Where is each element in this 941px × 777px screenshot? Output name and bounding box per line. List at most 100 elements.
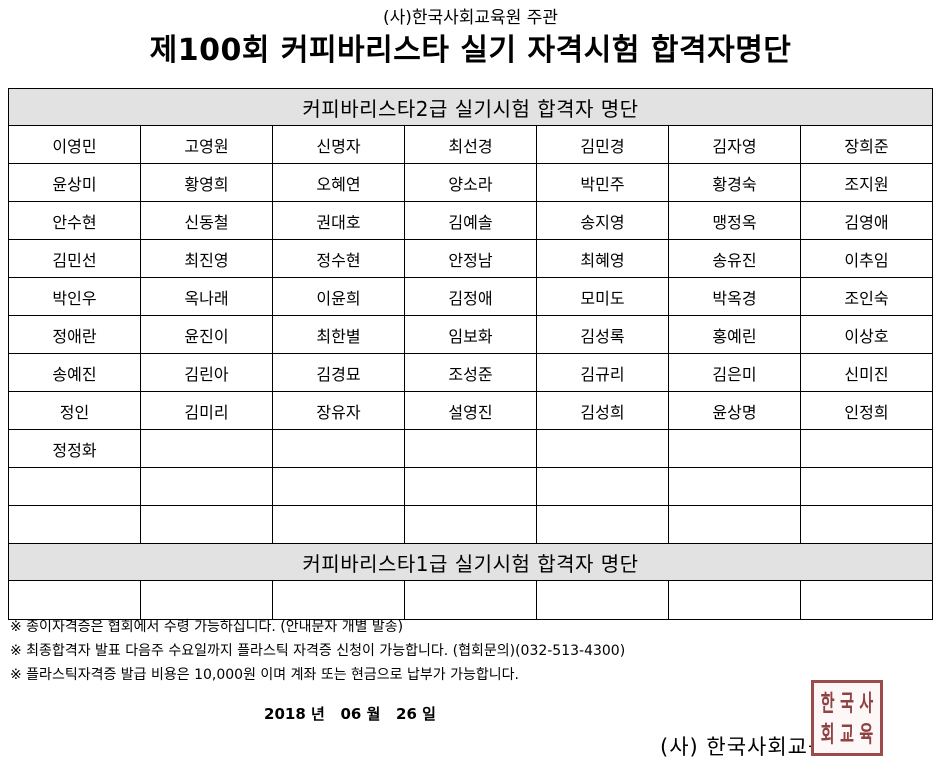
name-cell: 최진영	[140, 239, 273, 278]
name-cell: 옥나래	[140, 277, 273, 316]
table-row-empty	[8, 467, 933, 506]
name-cell-empty	[404, 505, 537, 544]
table-row: 이영민 고영원 신명자 최선경 김민경 김자영 장희준	[8, 125, 933, 164]
name-cell: 정정화	[8, 429, 141, 468]
table-row: 박인우 옥나래 이윤희 김정애 모미도 박옥경 조인숙	[8, 277, 933, 316]
name-cell-empty	[800, 505, 933, 544]
name-cell-empty	[272, 429, 405, 468]
section-header-level1: 커피바리스타1급 실기시험 합격자 명단	[8, 543, 933, 581]
name-cell: 정인	[8, 391, 141, 430]
issue-date: 2018 년 06 월 26 일	[264, 705, 436, 723]
name-cell-empty	[140, 467, 273, 506]
name-cell: 최한별	[272, 315, 405, 354]
name-cell: 임보화	[404, 315, 537, 354]
name-cell: 김규리	[536, 353, 669, 392]
name-cell: 안정남	[404, 239, 537, 278]
name-cell-empty	[668, 580, 801, 620]
name-cell-empty	[800, 467, 933, 506]
seal-glyph: 회	[820, 720, 835, 748]
name-cell: 모미도	[536, 277, 669, 316]
name-cell-empty	[8, 580, 141, 620]
name-cell: 신미진	[800, 353, 933, 392]
name-cell: 김민경	[536, 125, 669, 164]
name-cell: 장유자	[272, 391, 405, 430]
name-cell: 최혜영	[536, 239, 669, 278]
name-cell: 황경숙	[668, 163, 801, 202]
section-header-row: 커피바리스타2급 실기시험 합격자 명단	[8, 88, 933, 126]
name-cell: 박민주	[536, 163, 669, 202]
table-row: 안수현 신동철 권대호 김예솔 송지영 맹정옥 김영애	[8, 201, 933, 240]
table-row-empty	[8, 580, 933, 620]
name-cell: 김성록	[536, 315, 669, 354]
name-cell-empty	[272, 467, 405, 506]
name-cell-empty	[668, 505, 801, 544]
seal-glyph: 교	[840, 720, 854, 748]
name-cell: 김자영	[668, 125, 801, 164]
table-row: 윤상미 황영희 오혜연 양소라 박민주 황경숙 조지원	[8, 163, 933, 202]
name-cell-empty	[536, 505, 669, 544]
name-cell: 김성희	[536, 391, 669, 430]
name-cell: 맹정옥	[668, 201, 801, 240]
name-cell-empty	[536, 467, 669, 506]
table-row: 송예진 김린아 김경묘 조성준 김규리 김은미 신미진	[8, 353, 933, 392]
seal-glyph: 국	[840, 689, 854, 717]
name-cell: 김정애	[404, 277, 537, 316]
section-header-row: 커피바리스타1급 실기시험 합격자 명단	[8, 543, 933, 581]
seal-glyph: 한	[820, 689, 835, 717]
name-cell: 송지영	[536, 201, 669, 240]
name-cell: 김민선	[8, 239, 141, 278]
name-cell: 최선경	[404, 125, 537, 164]
table-row: 정인 김미리 장유자 설영진 김성희 윤상명 인정희	[8, 391, 933, 430]
name-cell: 황영희	[140, 163, 273, 202]
seal-glyph: 육	[859, 720, 874, 748]
seal-glyph: 사	[859, 689, 874, 717]
name-cell-empty	[668, 429, 801, 468]
table-row: 정정화	[8, 429, 933, 468]
name-cell: 김미리	[140, 391, 273, 430]
name-cell-empty	[140, 580, 273, 620]
name-cell: 이상호	[800, 315, 933, 354]
name-cell-empty	[536, 580, 669, 620]
note-line: ※ 최종합격자 발표 다음주 수요일까지 플라스틱 자격증 신청이 가능합니다.…	[10, 643, 626, 659]
name-cell: 신명자	[272, 125, 405, 164]
table-row: 정애란 윤진이 최한별 임보화 김성록 홍예린 이상호	[8, 315, 933, 354]
name-cell: 김경묘	[272, 353, 405, 392]
name-cell: 송유진	[668, 239, 801, 278]
note-line: ※ 플라스틱자격증 발급 비용은 10,000원 이며 계좌 또는 현금으로 납…	[10, 667, 519, 683]
table-row: 김민선 최진영 정수현 안정남 최혜영 송유진 이추임	[8, 239, 933, 278]
name-cell-empty	[8, 505, 141, 544]
name-cell: 김은미	[668, 353, 801, 392]
name-cell: 김영애	[800, 201, 933, 240]
certificate-pass-list-page: (사)한국사회교육원 주관 제100회 커피바리스타 실기 자격시험 합격자명단…	[0, 7, 941, 777]
name-cell-empty	[536, 429, 669, 468]
name-cell: 홍예린	[668, 315, 801, 354]
name-cell: 박인우	[8, 277, 141, 316]
name-cell: 윤진이	[140, 315, 273, 354]
name-cell: 조인숙	[800, 277, 933, 316]
name-cell: 안수현	[8, 201, 141, 240]
name-cell-empty	[140, 429, 273, 468]
name-cell: 장희준	[800, 125, 933, 164]
name-cell: 양소라	[404, 163, 537, 202]
name-cell: 이윤희	[272, 277, 405, 316]
name-cell: 설영진	[404, 391, 537, 430]
name-cell-empty	[404, 467, 537, 506]
name-cell-empty	[404, 429, 537, 468]
name-cell: 이추임	[800, 239, 933, 278]
name-cell: 인정희	[800, 391, 933, 430]
name-cell: 권대호	[272, 201, 405, 240]
pass-list-table: 커피바리스타2급 실기시험 합격자 명단 이영민 고영원 신명자 최선경 김민경 김자영 장희…	[8, 88, 933, 620]
name-cell: 조지원	[800, 163, 933, 202]
name-cell-empty	[272, 580, 405, 620]
name-cell: 조성준	[404, 353, 537, 392]
organizer-line: (사)한국사회교육원 주관	[382, 8, 559, 28]
name-cell-empty	[8, 467, 141, 506]
name-cell: 윤상미	[8, 163, 141, 202]
name-cell: 신동철	[140, 201, 273, 240]
name-cell: 고영원	[140, 125, 273, 164]
name-cell-empty	[800, 429, 933, 468]
name-cell-empty	[272, 505, 405, 544]
notes-block: ※ 종이자격증은 협회에서 수령 가능하십니다. (안내문자 개별 발송) ※ …	[10, 615, 810, 687]
section-header-level2: 커피바리스타2급 실기시험 합격자 명단	[8, 88, 933, 126]
